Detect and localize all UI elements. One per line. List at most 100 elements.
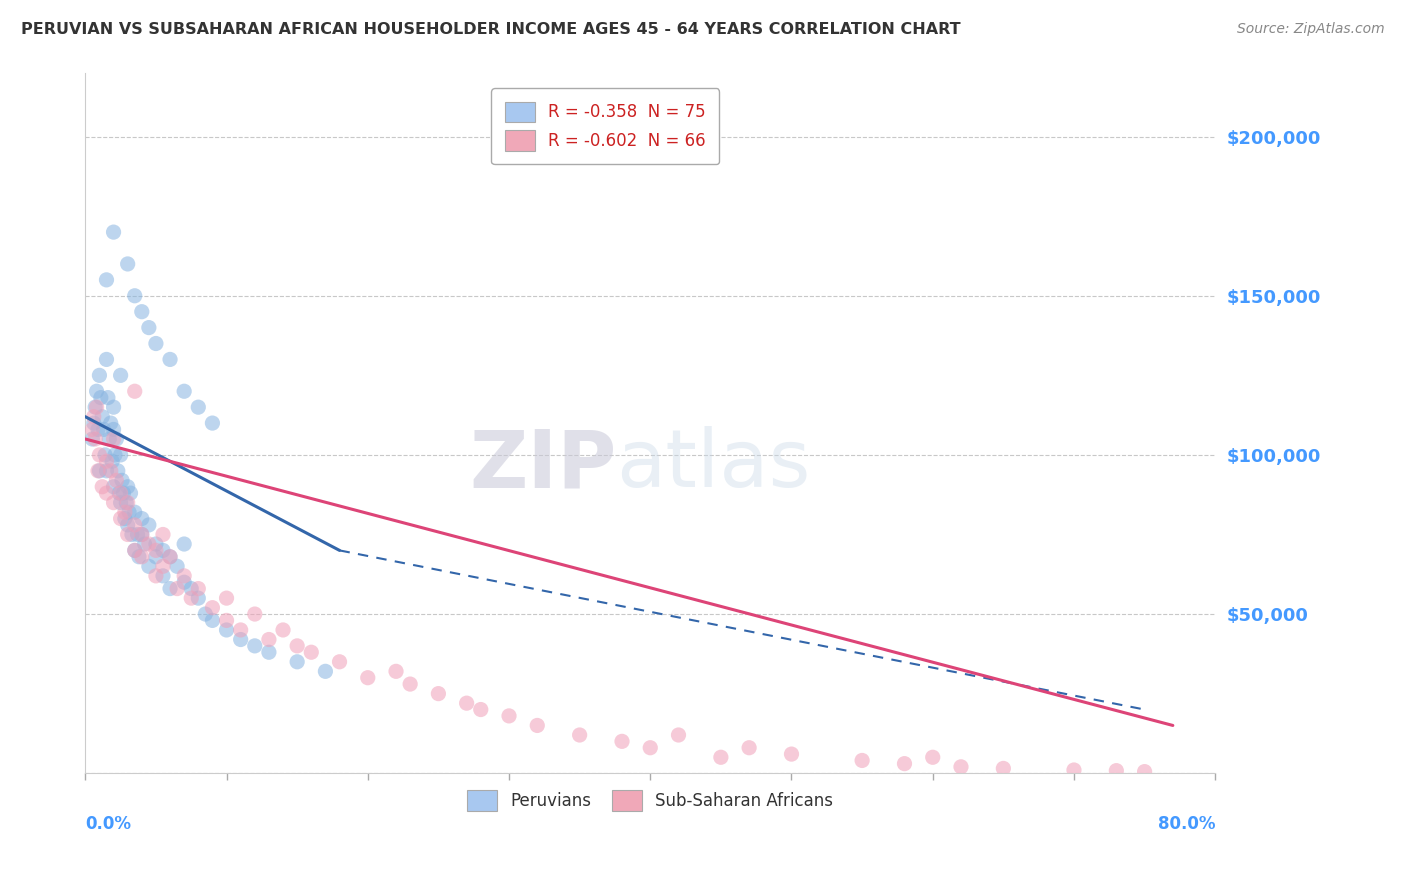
Point bbox=[111, 474, 134, 488]
Point bbox=[180, 591, 202, 606]
Text: 0.0%: 0.0% bbox=[86, 815, 131, 833]
Point bbox=[103, 400, 125, 414]
Point bbox=[215, 623, 238, 637]
Point bbox=[470, 702, 492, 716]
Point bbox=[131, 304, 153, 318]
Point bbox=[145, 543, 167, 558]
Point bbox=[285, 655, 308, 669]
Text: Source: ZipAtlas.com: Source: ZipAtlas.com bbox=[1237, 22, 1385, 37]
Point bbox=[187, 582, 209, 596]
Point bbox=[159, 582, 181, 596]
Point bbox=[103, 422, 125, 436]
Point bbox=[114, 511, 136, 525]
Point bbox=[215, 614, 238, 628]
Point bbox=[138, 559, 160, 574]
Point bbox=[201, 614, 224, 628]
Point bbox=[104, 448, 127, 462]
Point bbox=[145, 336, 167, 351]
Point bbox=[134, 537, 156, 551]
Text: PERUVIAN VS SUBSAHARAN AFRICAN HOUSEHOLDER INCOME AGES 45 - 64 YEARS CORRELATION: PERUVIAN VS SUBSAHARAN AFRICAN HOUSEHOLD… bbox=[21, 22, 960, 37]
Point bbox=[638, 740, 661, 755]
Point bbox=[90, 391, 112, 405]
Point bbox=[124, 517, 146, 532]
Point bbox=[610, 734, 633, 748]
Point bbox=[96, 352, 118, 367]
Point bbox=[201, 600, 224, 615]
Point bbox=[173, 575, 195, 590]
Point bbox=[152, 569, 174, 583]
Point bbox=[89, 448, 111, 462]
Point bbox=[108, 486, 131, 500]
Point bbox=[215, 591, 238, 606]
Point bbox=[668, 728, 690, 742]
Point bbox=[103, 432, 125, 446]
Point bbox=[101, 454, 124, 468]
Point bbox=[83, 416, 105, 430]
Point bbox=[159, 352, 181, 367]
Point bbox=[1063, 763, 1085, 777]
Point bbox=[921, 750, 943, 764]
Point bbox=[114, 505, 136, 519]
Point bbox=[91, 409, 114, 424]
Point bbox=[96, 454, 118, 468]
Point bbox=[124, 384, 146, 399]
Point bbox=[1133, 764, 1156, 779]
Point bbox=[173, 537, 195, 551]
Point bbox=[110, 448, 132, 462]
Point bbox=[229, 623, 252, 637]
Point bbox=[93, 422, 115, 436]
Point bbox=[128, 549, 150, 564]
Point bbox=[110, 511, 132, 525]
Point bbox=[118, 505, 141, 519]
Point bbox=[257, 645, 280, 659]
Point bbox=[159, 549, 181, 564]
Point bbox=[738, 740, 761, 755]
Point bbox=[498, 709, 520, 723]
Point bbox=[993, 761, 1015, 775]
Point bbox=[115, 496, 138, 510]
Point bbox=[173, 569, 195, 583]
Point bbox=[103, 480, 125, 494]
Point bbox=[96, 273, 118, 287]
Point bbox=[117, 257, 139, 271]
Point bbox=[299, 645, 322, 659]
Point bbox=[145, 569, 167, 583]
Point bbox=[84, 432, 107, 446]
Point bbox=[110, 496, 132, 510]
Point bbox=[1105, 764, 1128, 778]
Point bbox=[124, 543, 146, 558]
Point bbox=[131, 549, 153, 564]
Point bbox=[385, 665, 408, 679]
Point bbox=[131, 527, 153, 541]
Point bbox=[194, 607, 217, 621]
Point bbox=[187, 591, 209, 606]
Point bbox=[82, 422, 104, 436]
Point bbox=[152, 543, 174, 558]
Point bbox=[117, 480, 139, 494]
Point bbox=[159, 549, 181, 564]
Point bbox=[243, 607, 266, 621]
Point bbox=[180, 582, 202, 596]
Point bbox=[187, 400, 209, 414]
Point bbox=[124, 289, 146, 303]
Point bbox=[568, 728, 591, 742]
Point bbox=[105, 432, 128, 446]
Point bbox=[138, 537, 160, 551]
Point bbox=[83, 409, 105, 424]
Text: 80.0%: 80.0% bbox=[1157, 815, 1215, 833]
Point bbox=[103, 496, 125, 510]
Point bbox=[131, 527, 153, 541]
Point bbox=[82, 432, 104, 446]
Legend: Peruvians, Sub-Saharan Africans: Peruvians, Sub-Saharan Africans bbox=[461, 784, 839, 817]
Point bbox=[399, 677, 422, 691]
Point bbox=[131, 511, 153, 525]
Point bbox=[112, 486, 135, 500]
Point bbox=[86, 384, 108, 399]
Point bbox=[145, 549, 167, 564]
Point bbox=[138, 320, 160, 334]
Point bbox=[117, 496, 139, 510]
Point bbox=[87, 464, 110, 478]
Point bbox=[103, 225, 125, 239]
Point bbox=[145, 537, 167, 551]
Point bbox=[117, 527, 139, 541]
